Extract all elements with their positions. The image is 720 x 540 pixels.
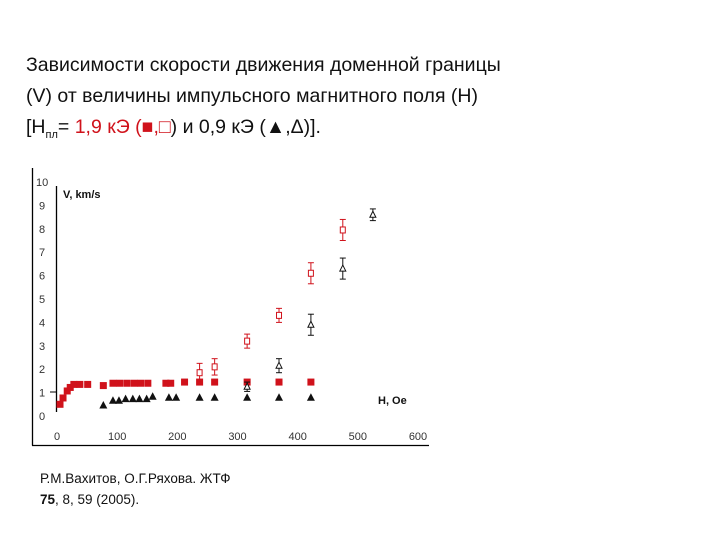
y-tick-label: 6 xyxy=(39,271,45,283)
x-tick-label: 0 xyxy=(54,431,60,443)
filled-square-marker xyxy=(59,394,67,402)
filled-square-marker xyxy=(181,378,189,386)
open-square-marker xyxy=(244,337,251,345)
filled-square-marker xyxy=(144,379,152,387)
title-line-2: (V) от величины импульсного магнитного п… xyxy=(26,85,478,107)
filled-triangle-marker xyxy=(306,393,315,401)
y-tick-label: 5 xyxy=(39,294,45,306)
y-tick-label: 0 xyxy=(39,411,45,423)
open-square-marker xyxy=(339,226,346,234)
citation-volume: 75 xyxy=(40,492,56,507)
filled-square-marker xyxy=(56,400,64,408)
x-tick-label: 600 xyxy=(409,431,427,443)
filled-triangle-marker xyxy=(243,393,252,401)
title-line-1: Зависимости скорости движения доменной г… xyxy=(26,54,501,76)
x-tick-label: 400 xyxy=(288,431,306,443)
y-tick-label: 8 xyxy=(39,224,45,236)
y-axis-label: V, km/s xyxy=(63,189,101,201)
title-h-subscript: пл xyxy=(45,129,58,141)
filled-square-marker xyxy=(116,379,124,387)
filled-triangle-marker xyxy=(135,394,144,403)
filled-triangle-marker xyxy=(128,394,137,403)
citation-ref: 75, 8, 59 (2005). xyxy=(40,489,231,510)
title-comma: , xyxy=(285,116,291,138)
open-triangle-marker xyxy=(275,361,283,369)
x-tick-label: 200 xyxy=(168,431,186,443)
y-tick-label: 1 xyxy=(39,388,45,400)
filled-square-marker xyxy=(66,383,74,391)
filled-square-marker xyxy=(137,379,145,387)
open-triangle-marker xyxy=(243,382,251,390)
title-red-comma: , xyxy=(153,116,159,138)
x-axis-label: H, Oe xyxy=(378,395,407,407)
open-square-marker xyxy=(276,311,283,319)
series-triangle-filled xyxy=(99,392,315,409)
y-tick-labels: 0 1 2 3 4 5 6 7 8 9 10 xyxy=(36,177,48,423)
open-square-icon: □ xyxy=(158,116,171,138)
filled-triangle-marker xyxy=(142,394,151,403)
filled-square-marker xyxy=(99,382,107,390)
data-points xyxy=(56,208,377,409)
filled-square-marker xyxy=(63,387,71,395)
filled-square-marker xyxy=(109,379,117,387)
citation-rest: , 8, 59 (2005). xyxy=(55,492,140,507)
filled-square-marker xyxy=(123,379,131,387)
series-triangle-open xyxy=(243,208,377,392)
y-tick-label: 7 xyxy=(39,247,45,259)
citation: Р.М.Вахитов, О.Г.Ряхова. ЖТФ 75, 8, 59 (… xyxy=(40,468,231,510)
title-black-value: ) и 0,9 кЭ ( xyxy=(170,116,266,138)
slide-title: Зависимости скорости движения доменной г… xyxy=(26,50,686,151)
filled-square-marker xyxy=(167,379,175,387)
title-line-3: [Hпл= 1,9 кЭ (■,□) и 0,9 кЭ (▲,Δ)]. xyxy=(26,112,686,151)
filled-triangle-marker xyxy=(172,393,181,401)
open-triangle-marker xyxy=(307,320,315,328)
series-square-filled xyxy=(56,378,315,408)
filled-triangle-marker xyxy=(121,394,130,403)
y-tick-label: 2 xyxy=(39,364,45,376)
filled-triangle-marker xyxy=(195,393,204,401)
filled-square-marker xyxy=(130,379,138,387)
x-tick-labels: 0 100 200 300 400 500 600 xyxy=(54,431,427,443)
filled-square-marker xyxy=(70,380,78,388)
filled-square-marker xyxy=(162,379,170,387)
filled-triangle-marker xyxy=(275,393,284,401)
citation-authors: Р.М.Вахитов, О.Г.Ряхова. ЖТФ xyxy=(40,471,231,486)
y-tick-label: 4 xyxy=(39,317,45,329)
filled-triangle-marker xyxy=(108,396,117,404)
filled-triangle-marker xyxy=(99,400,108,409)
x-tick-label: 100 xyxy=(108,431,126,443)
filled-triangle-marker xyxy=(148,392,157,400)
title-red-value: 1,9 кЭ ( xyxy=(74,116,142,138)
filled-triangle-icon: ▲ xyxy=(265,116,286,138)
filled-square-marker xyxy=(84,380,92,388)
filled-square-marker xyxy=(307,378,315,386)
open-triangle-marker xyxy=(338,263,347,272)
filled-square-marker xyxy=(76,380,84,388)
filled-triangle-marker xyxy=(114,396,123,404)
title-equals: = xyxy=(57,116,75,138)
y-tick-label: 9 xyxy=(39,200,45,212)
filled-square-marker xyxy=(211,378,219,386)
open-square-marker xyxy=(211,363,218,371)
filled-square-icon: ■ xyxy=(141,116,154,138)
open-square-marker xyxy=(307,269,314,277)
series-square-open xyxy=(196,218,346,383)
title-end: )]. xyxy=(303,116,321,138)
x-tick-label: 300 xyxy=(228,431,246,443)
open-square-marker xyxy=(196,369,203,377)
title-red-part: 1,9 кЭ (■,□ xyxy=(75,116,171,138)
y-tick-label: 3 xyxy=(39,341,45,353)
title-h-symbol: [H xyxy=(26,116,46,138)
y-tick-label: 10 xyxy=(36,177,48,189)
x-tick-label: 500 xyxy=(349,431,367,443)
filled-triangle-marker xyxy=(164,393,173,401)
filled-square-marker xyxy=(275,378,283,386)
open-triangle-icon: Δ xyxy=(290,116,304,138)
filled-triangle-marker xyxy=(210,393,219,401)
open-triangle-marker xyxy=(369,210,377,218)
